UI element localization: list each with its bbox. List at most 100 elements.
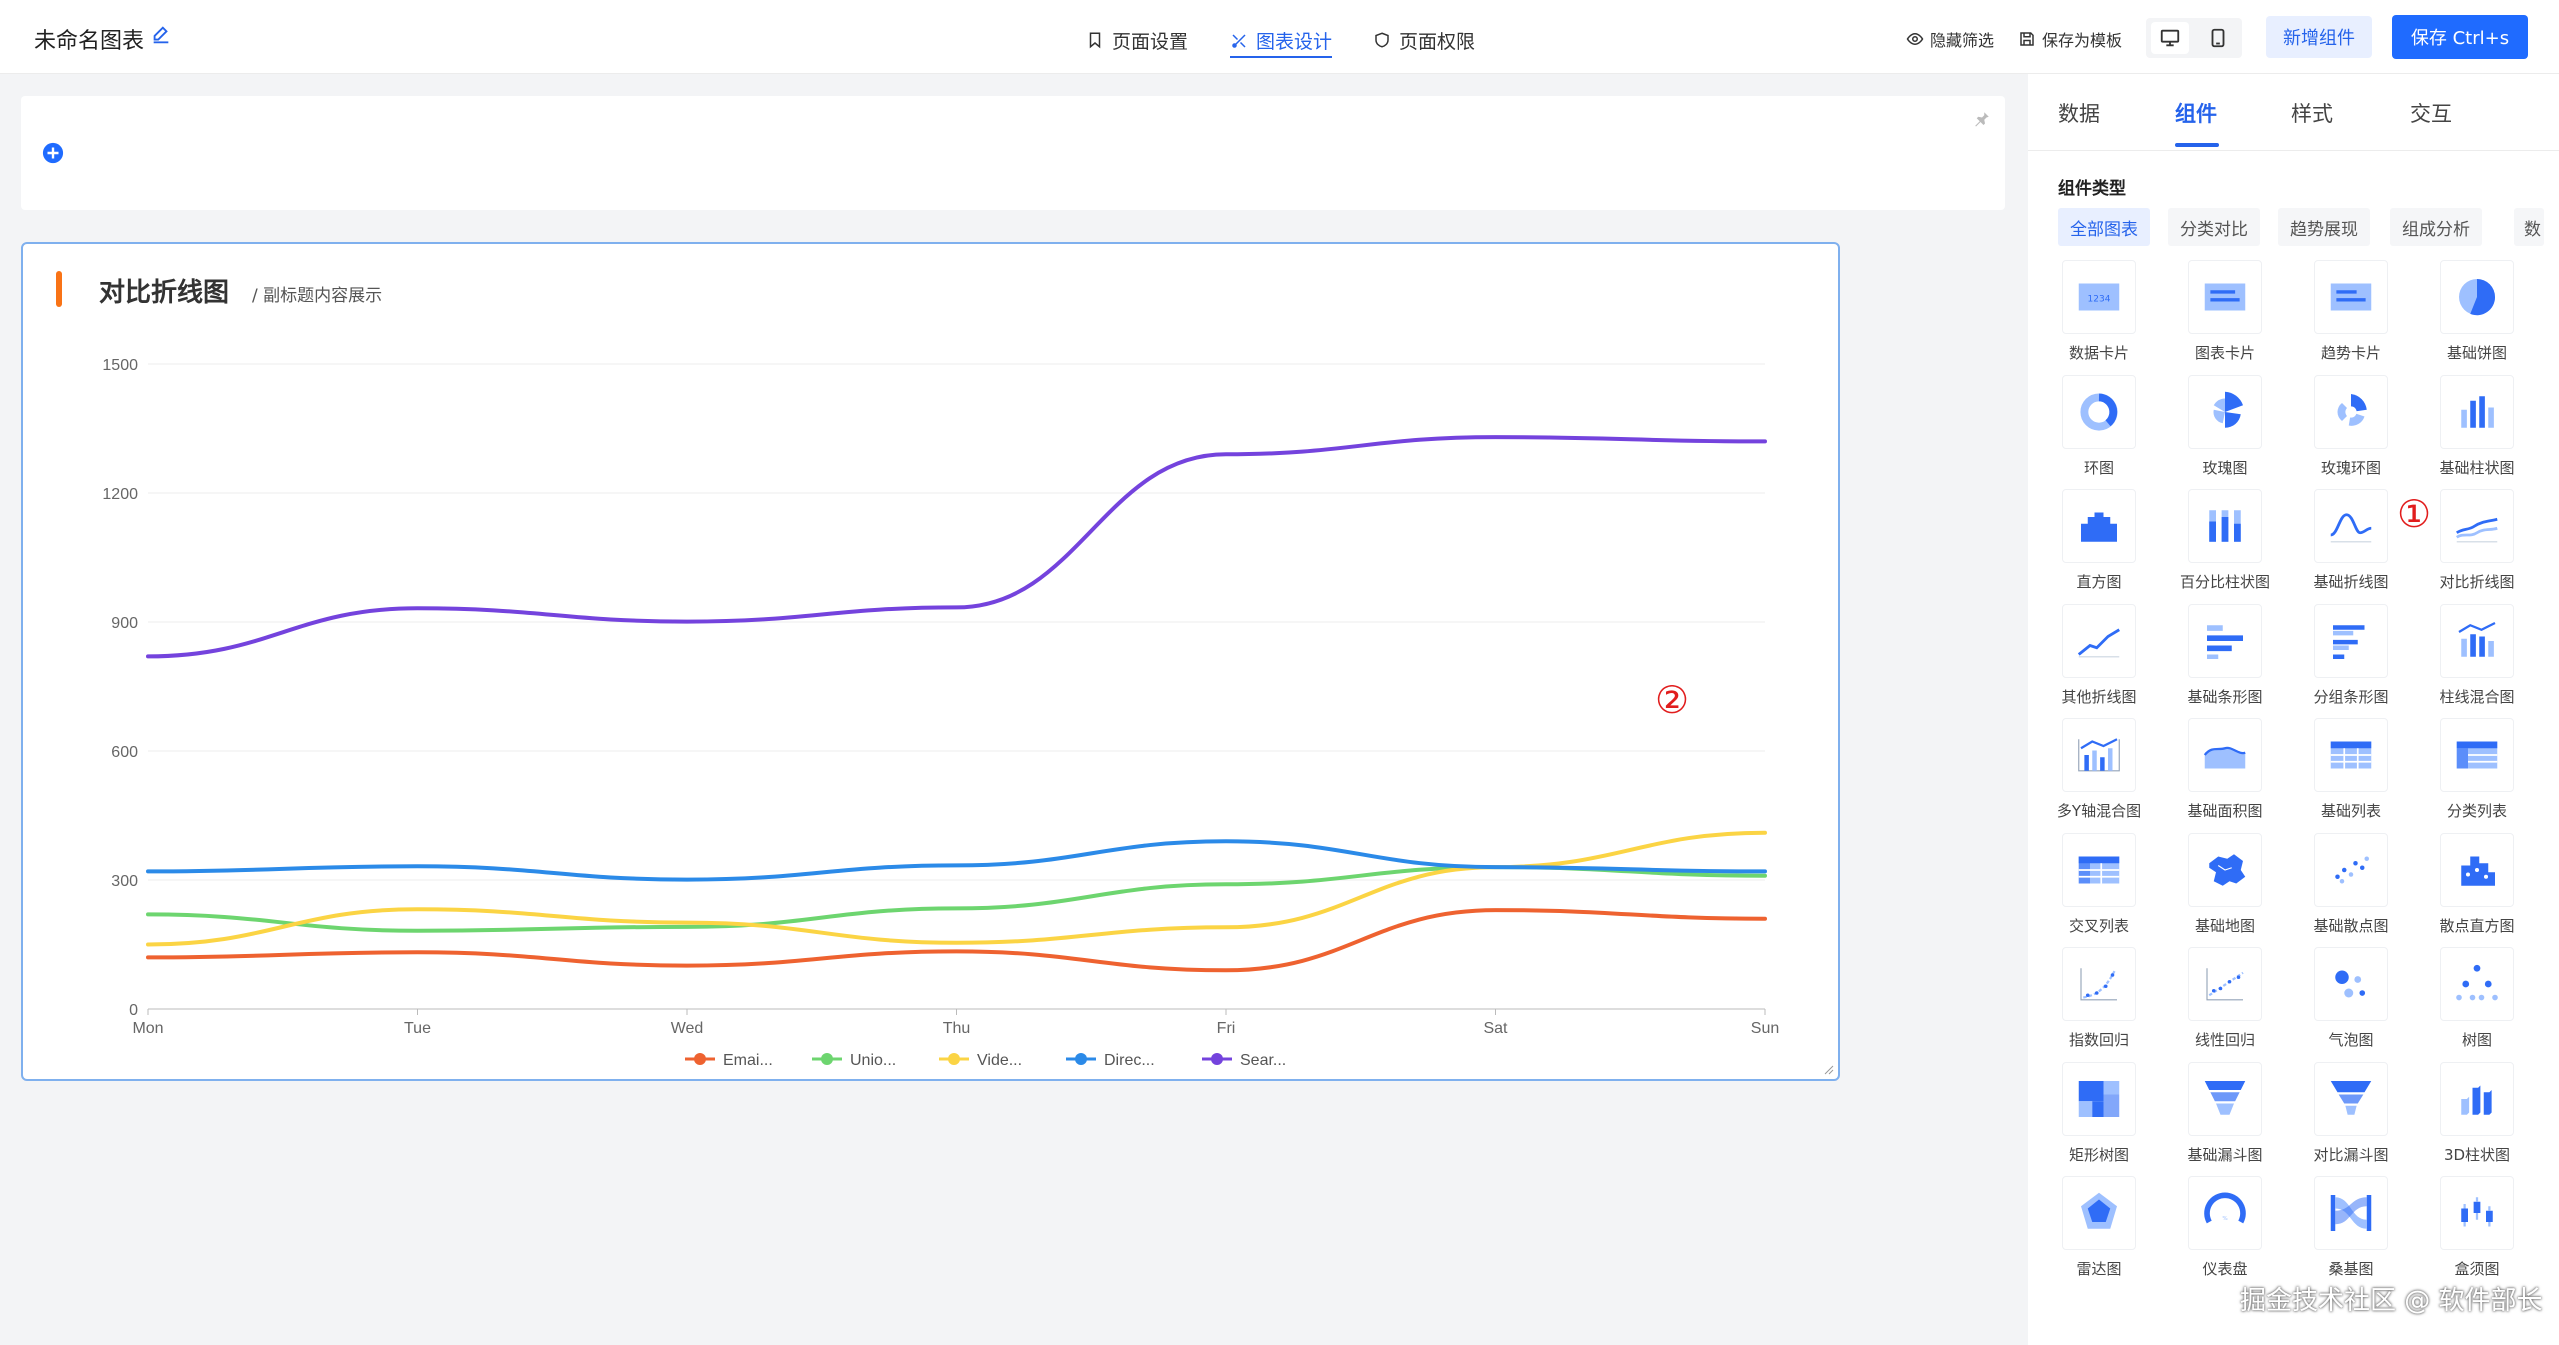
component-item-area-chart[interactable]: 基础面积图	[2170, 718, 2280, 828]
component-thumbnail[interactable]	[2062, 374, 2136, 449]
component-thumbnail[interactable]	[2062, 718, 2136, 792]
component-thumbnail[interactable]	[2440, 1061, 2514, 1136]
boxplot-icon	[2461, 1197, 2493, 1227]
component-thumbnail[interactable]	[2440, 374, 2514, 449]
component-item-exp-regression[interactable]: 指数回归	[2044, 947, 2154, 1057]
component-thumbnail[interactable]	[2440, 1176, 2514, 1250]
component-item-bubble[interactable]: 气泡图	[2296, 947, 2406, 1057]
component-thumbnail[interactable]	[2440, 718, 2514, 792]
component-item-scatter-histogram[interactable]: 散点直方图	[2422, 832, 2532, 943]
filter-composition[interactable]: 组成分析	[2390, 208, 2482, 246]
filter-all-charts[interactable]: 全部图表	[2058, 208, 2150, 246]
add-filter-icon[interactable]	[42, 142, 64, 164]
component-thumbnail[interactable]	[2314, 718, 2388, 792]
component-item-ring-chart[interactable]: 环图	[2044, 374, 2154, 485]
component-item-category-table[interactable]: 分类列表	[2422, 718, 2532, 828]
component-item-funnel[interactable]: 基础漏斗图	[2170, 1061, 2280, 1172]
component-item-bar-3d[interactable]: 3D柱状图	[2422, 1061, 2532, 1172]
component-thumbnail[interactable]	[2314, 1176, 2388, 1250]
component-item-compare-line[interactable]: 对比折线图	[2422, 489, 2532, 599]
component-thumbnail[interactable]	[2188, 718, 2262, 792]
tab-components[interactable]: 组件	[2175, 102, 2217, 126]
tab-page-permissions[interactable]: 页面权限	[1373, 25, 1475, 55]
component-item-hbar-chart[interactable]: 基础条形图	[2170, 603, 2280, 714]
tab-interaction[interactable]: 交互	[2410, 102, 2452, 126]
tab-style[interactable]: 样式	[2291, 102, 2333, 126]
component-item-other-line[interactable]: 其他折线图	[2044, 603, 2154, 714]
component-thumbnail[interactable]	[2314, 832, 2388, 907]
component-thumbnail[interactable]	[2440, 832, 2514, 907]
component-item-scatter[interactable]: 基础散点图	[2296, 832, 2406, 943]
component-thumbnail[interactable]	[2188, 947, 2262, 1021]
x-tick-label: Thu	[943, 1020, 971, 1037]
component-item-cross-table[interactable]: 交叉列表	[2044, 832, 2154, 943]
component-thumbnail[interactable]	[2314, 947, 2388, 1021]
filter-trend[interactable]: 趋势展现	[2278, 208, 2370, 246]
component-item-histogram[interactable]: 直方图	[2044, 489, 2154, 599]
component-item-radar[interactable]: 雷达图	[2044, 1176, 2154, 1286]
component-thumbnail[interactable]	[2188, 832, 2262, 907]
component-thumbnail[interactable]: %	[2188, 1176, 2262, 1250]
edit-icon[interactable]	[150, 24, 172, 46]
component-thumbnail[interactable]	[2188, 1061, 2262, 1136]
hide-filter-button[interactable]: 隐藏筛选	[1906, 27, 1994, 51]
component-item-treemap[interactable]: 矩形树图	[2044, 1061, 2154, 1172]
component-thumbnail[interactable]	[2440, 603, 2514, 678]
component-thumbnail[interactable]	[2314, 374, 2388, 449]
component-thumbnail[interactable]	[2188, 260, 2262, 334]
component-item-data-card[interactable]: 1234 数据卡片	[2044, 260, 2154, 370]
add-component-button[interactable]: 新增组件	[2266, 16, 2372, 58]
component-item-rose-chart[interactable]: 玫瑰图	[2170, 374, 2280, 485]
component-thumbnail[interactable]	[2314, 260, 2388, 334]
component-thumbnail[interactable]	[2062, 947, 2136, 1021]
filter-more[interactable]: 数	[2514, 208, 2544, 246]
filter-category-compare[interactable]: 分类对比	[2168, 208, 2260, 246]
component-item-sankey[interactable]: 桑基图	[2296, 1176, 2406, 1286]
component-thumbnail[interactable]	[2188, 489, 2262, 563]
y-tick-label: 0	[129, 1002, 138, 1019]
component-item-tree[interactable]: 树图	[2422, 947, 2532, 1057]
component-thumbnail[interactable]	[2062, 832, 2136, 907]
component-thumbnail[interactable]	[2062, 489, 2136, 563]
component-item-rose-ring-chart[interactable]: 玫瑰环图	[2296, 374, 2406, 485]
line-chart: 0 300 600 900 1200 1500 Mon Tue Wed Thu Fri Sat Sun E…	[102, 357, 1779, 1069]
tab-chart-design[interactable]: 图表设计	[1230, 25, 1333, 58]
legend-label: Sear...	[1240, 1052, 1286, 1069]
component-thumbnail[interactable]	[2314, 603, 2388, 678]
component-item-bar-line-mix[interactable]: 柱线混合图	[2422, 603, 2532, 714]
component-item-chart-card[interactable]: 图表卡片	[2170, 260, 2280, 370]
component-item-percent-bar[interactable]: 百分比柱状图	[2170, 489, 2280, 599]
resize-handle-icon[interactable]	[1824, 1065, 1834, 1075]
component-thumbnail[interactable]	[2188, 603, 2262, 678]
component-item-gauge[interactable]: % 仪表盘	[2170, 1176, 2280, 1286]
component-thumbnail[interactable]	[2188, 374, 2262, 449]
component-thumbnail[interactable]	[2314, 1061, 2388, 1136]
component-thumbnail[interactable]	[2440, 489, 2514, 563]
component-thumbnail[interactable]	[2062, 1061, 2136, 1136]
component-item-multi-y-axis[interactable]: 多Y轴混合图	[2044, 718, 2154, 828]
component-item-map[interactable]: 基础地图	[2170, 832, 2280, 943]
desktop-view-button[interactable]	[2151, 22, 2189, 54]
component-thumbnail[interactable]: 1234	[2062, 260, 2136, 334]
component-item-group-hbar[interactable]: 分组条形图	[2296, 603, 2406, 714]
component-item-table[interactable]: 基础列表	[2296, 718, 2406, 828]
mobile-view-button[interactable]	[2199, 22, 2237, 54]
component-item-linear-regression[interactable]: 线性回归	[2170, 947, 2280, 1057]
component-item-pie-chart[interactable]: 基础饼图	[2422, 260, 2532, 370]
component-thumbnail[interactable]	[2440, 260, 2514, 334]
component-item-line-chart[interactable]: 基础折线图	[2296, 489, 2406, 599]
save-button[interactable]: 保存 Ctrl+s	[2392, 15, 2528, 59]
tab-data[interactable]: 数据	[2058, 102, 2100, 126]
component-item-boxplot[interactable]: 盒须图	[2422, 1176, 2532, 1286]
component-thumbnail[interactable]	[2314, 489, 2388, 563]
component-item-trend-card[interactable]: 趋势卡片	[2296, 260, 2406, 370]
component-thumbnail[interactable]	[2062, 1176, 2136, 1250]
component-item-bar-chart[interactable]: 基础柱状图	[2422, 374, 2532, 485]
component-item-compare-funnel[interactable]: 对比漏斗图	[2296, 1061, 2406, 1172]
save-template-button[interactable]: 保存为模板	[2018, 27, 2122, 51]
tab-page-settings[interactable]: 页面设置	[1086, 25, 1188, 55]
pin-icon[interactable]	[1973, 110, 1991, 128]
component-thumbnail[interactable]	[2062, 603, 2136, 678]
chart-card[interactable]: 对比折线图 / 副标题内容展示 0 300 600 900 1200 1500 Mon Tue…	[21, 242, 1840, 1081]
component-thumbnail[interactable]	[2440, 947, 2514, 1021]
